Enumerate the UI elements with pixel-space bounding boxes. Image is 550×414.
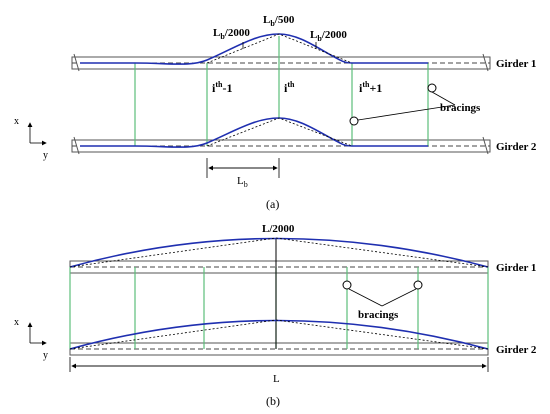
imperfection-curve-girder2-a [80, 117, 428, 148]
axis-y-label-a: y [43, 150, 48, 161]
span-dimension-b [69, 357, 489, 372]
imperfection-right-label-a: Lb/2000 [310, 29, 347, 43]
span-label-b: L [273, 373, 280, 385]
caption-a: (a) [266, 197, 279, 211]
bracings-callout-b [342, 280, 423, 307]
caption-b: (b) [266, 394, 280, 408]
girder-2-label-b: Girder 2 [496, 344, 537, 356]
bracings-callout-a [349, 83, 456, 126]
girder-2-b [69, 342, 489, 356]
girder-1-label-b: Girder 1 [496, 262, 536, 274]
imperfection-curve-girder1-a [80, 33, 428, 65]
bracings-label-b: bracings [358, 309, 399, 321]
bracing-current-label-a: ith [284, 80, 295, 95]
bracings-label-a: bracings [440, 102, 481, 114]
girder-1-b [69, 260, 489, 274]
axis-symbol-b [27, 322, 47, 346]
span-label-a: Lb [237, 175, 248, 189]
dotted-reference-girder2-b [69, 319, 489, 350]
axis-y-label-b: y [43, 350, 48, 361]
axis-x-label-a: x [14, 116, 19, 127]
panel-b: L/2000 bracings Girder 1 Girder 2 L x y … [14, 223, 537, 408]
span-dimension-a [206, 158, 280, 178]
girder-1-label-a: Girder 1 [496, 58, 536, 70]
dotted-reference-girder1-b [69, 237, 489, 268]
axis-symbol-a [27, 122, 47, 146]
dotted-reference-girder2-a [206, 117, 353, 147]
imperfection-curve-girder1-b [69, 237, 489, 268]
imperfection-left-label-a: Lb/2000 [213, 27, 250, 41]
imperfection-curve-girder2-b [69, 319, 489, 350]
bracing-prev-label-a: ith-1 [212, 80, 232, 95]
axis-x-label-b: x [14, 317, 19, 328]
bracing-next-label-a: ith+1 [359, 80, 382, 95]
panel-a: Lb/2000 Lb/500 Lb/2000 ith-1 ith ith+1 b… [14, 14, 537, 211]
imperfection-mid-label-a: Lb/500 [263, 14, 295, 28]
girder-2-label-a: Girder 2 [496, 141, 537, 153]
dotted-reference-girder1-a [206, 33, 353, 64]
imperfection-label-b: L/2000 [262, 223, 295, 235]
